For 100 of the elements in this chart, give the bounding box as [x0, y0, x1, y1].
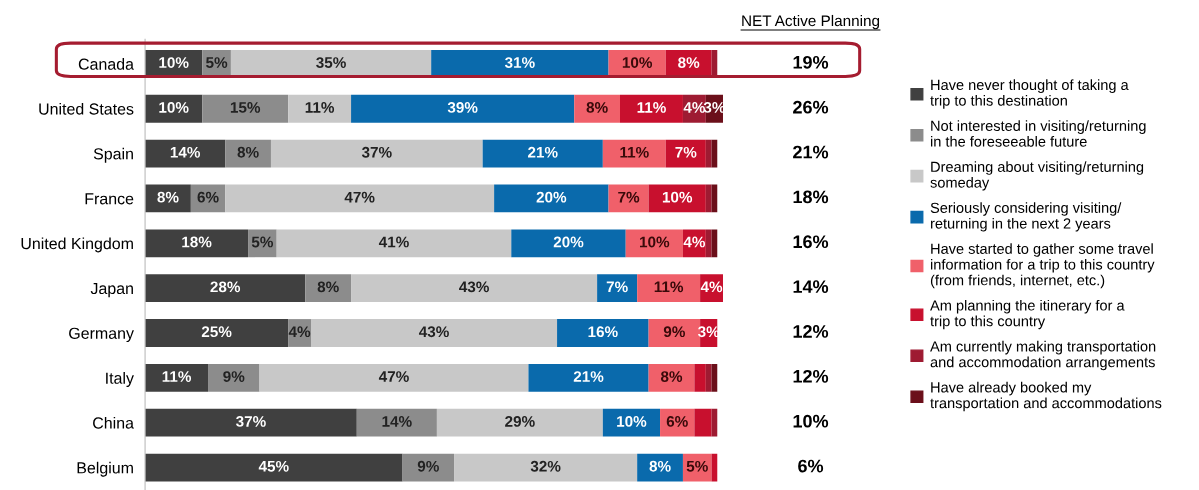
data-label: 8%	[586, 102, 608, 113]
data-label: 32%	[530, 460, 561, 472]
data-label: 11%	[654, 281, 684, 293]
bar	[597, 274, 638, 303]
data-label: 45%	[258, 460, 289, 472]
data-label: 10%	[159, 102, 189, 113]
data-label: 47%	[378, 371, 409, 382]
data-label: 20%	[553, 236, 584, 248]
bar	[270, 139, 483, 168]
bar	[528, 363, 649, 392]
data-label: 10%	[159, 57, 189, 68]
bar	[311, 319, 558, 347]
bar	[356, 408, 437, 437]
data-label: 11%	[620, 146, 649, 158]
legend-label: Dreaming about visiting/returning someday	[930, 161, 1144, 191]
data-label: 11%	[162, 371, 192, 382]
data-label: 39%	[447, 102, 478, 113]
data-label: 37%	[236, 416, 266, 427]
bar	[705, 363, 712, 392]
text: 21%	[793, 145, 829, 159]
data-label: 14%	[170, 146, 201, 158]
data-label: 14%	[382, 416, 412, 427]
y-tick-label: Germany	[69, 327, 134, 343]
data-label: 6%	[197, 191, 219, 203]
bar	[494, 184, 609, 213]
bar	[145, 274, 306, 303]
data-label: 11%	[305, 102, 335, 113]
bar	[351, 94, 575, 123]
data-label: 41%	[378, 236, 409, 248]
text: 12%	[793, 369, 829, 383]
y-tick-label: Belgium	[77, 461, 133, 477]
y-tick-label: United Kingdom	[21, 237, 133, 253]
bar	[225, 184, 495, 213]
data-label: 43%	[418, 326, 449, 338]
bar	[625, 229, 683, 258]
bar	[288, 94, 352, 123]
bar	[208, 363, 260, 392]
data-label: 8%	[660, 371, 683, 382]
bar	[511, 229, 626, 258]
data-label: 5%	[686, 460, 708, 472]
legend-label: Have never thought of taking a trip to this destination	[930, 79, 1129, 109]
y-tick-label: Spain	[93, 147, 133, 163]
bar	[305, 274, 352, 303]
data-label: 4%	[700, 281, 723, 293]
text: 14%	[793, 280, 829, 293]
data-label: 8%	[237, 146, 259, 158]
data-label: 9%	[417, 460, 439, 472]
data-label: 5%	[251, 236, 274, 248]
bar	[602, 408, 661, 437]
bar	[248, 229, 277, 258]
text: NET Active Planning	[742, 14, 880, 30]
y-tick-label: Canada	[78, 58, 134, 70]
data-label: 10%	[640, 236, 670, 248]
bar	[454, 453, 638, 482]
data-label: 28%	[210, 281, 241, 293]
y-tick-label: United States	[39, 102, 134, 115]
data-label: 8%	[678, 57, 700, 68]
text: 6%	[798, 459, 824, 473]
bar	[620, 94, 683, 123]
bar	[705, 184, 712, 213]
data-label: 25%	[201, 326, 232, 338]
bar	[574, 94, 620, 123]
y-tick-label: France	[85, 193, 134, 205]
y-tick-label: Japan	[90, 282, 133, 298]
data-label: 29%	[505, 416, 535, 427]
data-label: 9%	[663, 326, 685, 338]
data-label: 8%	[649, 460, 671, 472]
bar	[145, 453, 403, 482]
bar	[351, 274, 598, 303]
bar	[637, 274, 701, 303]
data-label: 10%	[617, 416, 647, 427]
bar	[145, 408, 357, 437]
legend-label: Am planning the itinerary for a trip to this country	[930, 299, 1125, 330]
data-label: 20%	[536, 191, 567, 203]
data-label: 7%	[675, 146, 697, 158]
data-label: 37%	[361, 146, 392, 158]
y-tick-label: China	[93, 416, 134, 429]
text: 12%	[793, 325, 829, 338]
text: 19%	[793, 55, 829, 69]
text: 16%	[793, 235, 829, 249]
bar	[705, 229, 712, 258]
bar	[436, 408, 603, 437]
data-label: 18%	[182, 236, 212, 248]
bar	[705, 139, 712, 168]
bar	[276, 229, 512, 258]
bar	[259, 363, 529, 392]
text: 18%	[793, 190, 829, 204]
data-label: 35%	[316, 57, 346, 68]
data-label: 21%	[528, 146, 558, 158]
bar	[648, 363, 695, 392]
data-label: 9%	[223, 371, 245, 382]
data-label: 47%	[344, 191, 375, 203]
data-label: 31%	[504, 57, 535, 68]
data-label: 10%	[662, 191, 693, 203]
data-label: 7%	[618, 191, 640, 203]
bar	[482, 139, 603, 168]
bar	[557, 319, 649, 347]
legend-label: Have already booked my transportation and accommodations	[930, 381, 1162, 412]
data-label: 4%	[288, 326, 311, 338]
bar	[145, 363, 209, 392]
